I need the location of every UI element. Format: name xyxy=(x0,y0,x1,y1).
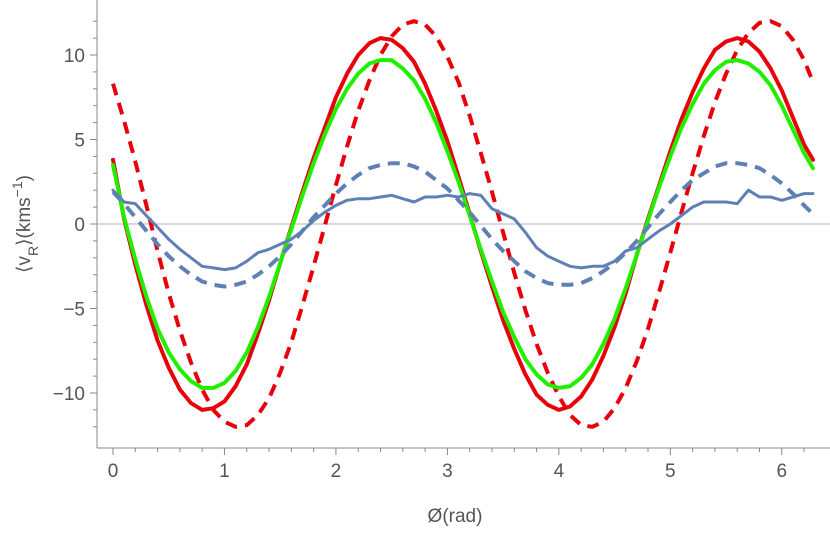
series-line-2 xyxy=(111,19,815,429)
x-tick-label: 3 xyxy=(442,461,453,482)
x-tick-label: 0 xyxy=(108,461,119,482)
y-axis-label-sub: R xyxy=(25,246,41,256)
series-line-4 xyxy=(111,161,815,289)
series-line-5 xyxy=(111,188,815,272)
x-tick-label: 5 xyxy=(665,461,676,482)
x-tick-label: 4 xyxy=(554,461,565,482)
y-tick-label: −5 xyxy=(63,300,85,321)
y-tick-label: 0 xyxy=(74,215,85,236)
x-tick-label: 2 xyxy=(331,461,342,482)
x-axis-ticks: 0 1 2 3 4 5 6 xyxy=(108,448,805,482)
series-line-3 xyxy=(111,58,815,390)
y-axis-label-mid: ⟩(kms xyxy=(14,197,35,246)
series-layer xyxy=(111,19,815,429)
y-tick-label: −10 xyxy=(53,384,85,405)
y-tick-label: 10 xyxy=(64,46,85,67)
y-axis-label-open: ⟨v xyxy=(14,256,35,273)
y-tick-label: 5 xyxy=(74,131,85,152)
y-axis-ticks: 10 5 0 −5 −10 xyxy=(53,20,97,428)
y-axis-label-close: ) xyxy=(14,175,35,181)
y-axis-label-sup: −1 xyxy=(9,181,25,197)
x-tick-label: 1 xyxy=(219,461,230,482)
x-axis-label: Ø(rad) xyxy=(428,506,483,527)
x-tick-label: 6 xyxy=(777,461,788,482)
y-axis-label: ⟨vR⟩(kms−1) xyxy=(9,175,41,273)
